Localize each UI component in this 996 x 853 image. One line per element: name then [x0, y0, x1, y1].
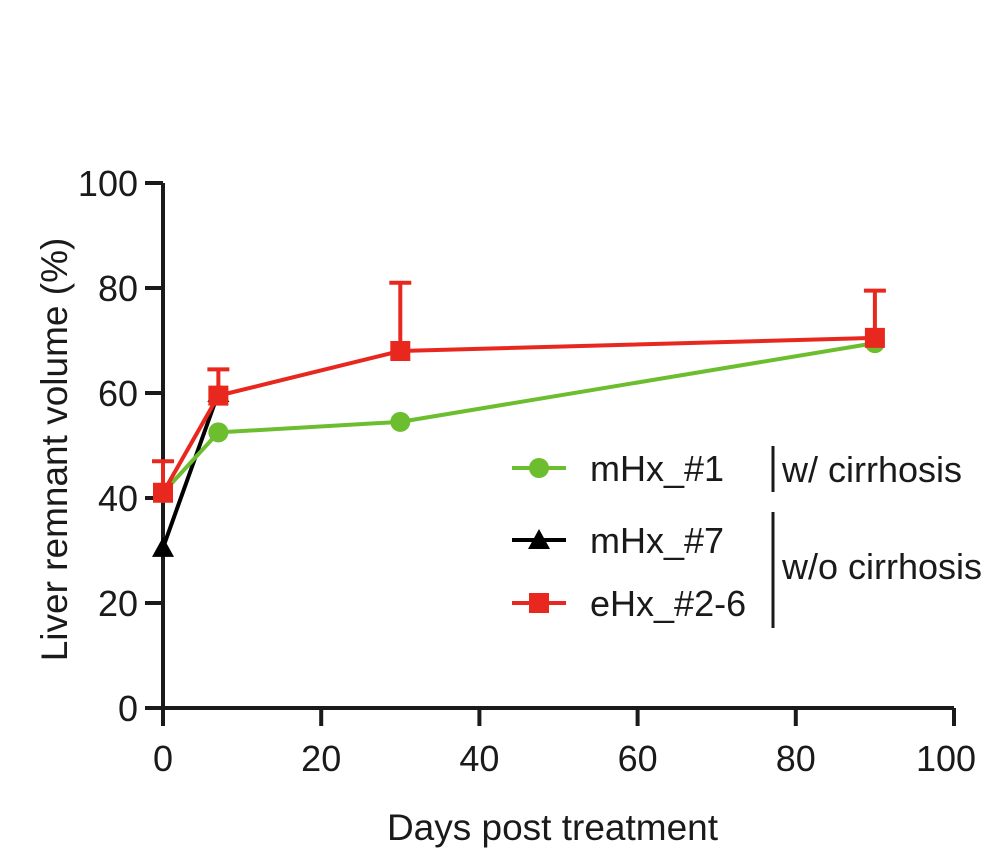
data-point	[864, 327, 885, 348]
data-point	[208, 422, 229, 443]
y-tick-label: 80	[98, 268, 138, 309]
legend-label: mHx_#7	[590, 520, 724, 561]
y-tick-label: 100	[78, 163, 138, 204]
legend-marker	[529, 458, 549, 478]
series-line	[161, 341, 876, 495]
data-point	[153, 482, 173, 503]
data-point	[390, 341, 411, 361]
series-line	[161, 335, 875, 494]
y-tick-label: 20	[98, 583, 138, 624]
x-tick-label: 40	[459, 738, 499, 779]
x-tick-label: 60	[618, 738, 658, 779]
axes: 0 20 40 60 80 100 0 20 40 60 80 100 Days post treatm…	[34, 163, 976, 848]
y-tick-label: 60	[98, 373, 138, 414]
data-point	[152, 536, 174, 557]
legend-marker	[529, 593, 549, 613]
data-point	[208, 385, 229, 406]
x-tick-label: 20	[301, 738, 341, 779]
data-point	[390, 411, 411, 432]
group-label-with-cirrhosis: w/ cirrhosis	[781, 449, 962, 490]
legend-label: mHx_#1	[590, 448, 724, 489]
series-mhx-1	[153, 333, 885, 503]
series-line	[161, 392, 221, 549]
x-tick-label: 80	[776, 738, 816, 779]
x-axis-title: Days post treatment	[387, 807, 719, 848]
x-tick-label: 100	[916, 738, 976, 779]
legend: mHx_#1 mHx_#7 eHx_#2-6 w/ cirrhosis w/o cirr…	[512, 446, 982, 628]
y-tick-label: 40	[98, 478, 138, 519]
group-label-without-cirrhosis: w/o cirrhosis	[781, 546, 982, 587]
legend-marker	[528, 529, 550, 549]
y-axis-title: Liver remnant volume (%)	[34, 238, 75, 662]
x-tick-label: 0	[153, 738, 173, 779]
series-layer	[152, 280, 886, 557]
y-tick-label: 0	[118, 688, 138, 729]
series-ehx-2-6	[152, 280, 886, 503]
legend-label: eHx_#2-6	[590, 583, 746, 624]
